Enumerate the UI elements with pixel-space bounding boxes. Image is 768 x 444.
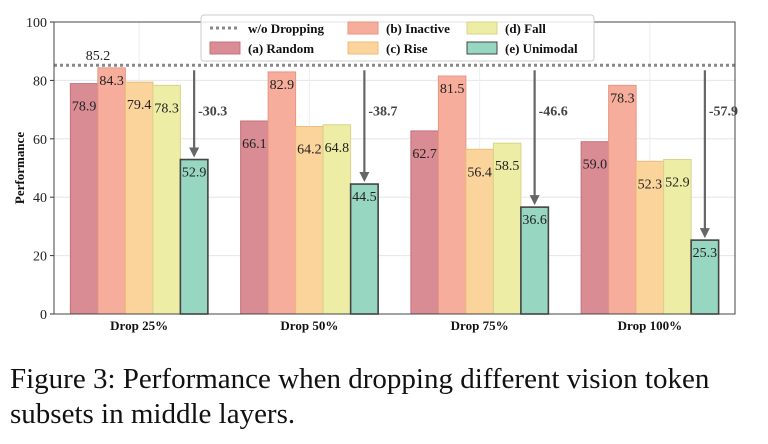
bar-value-label: 52.3 — [638, 177, 663, 192]
x-tick-label: Drop 25% — [110, 318, 168, 333]
bar-value-label: 25.3 — [693, 246, 718, 261]
bar — [635, 160, 665, 315]
legend-label: (e) Unimodal — [505, 41, 578, 56]
bar — [240, 120, 269, 315]
bar-value-label: 82.9 — [270, 78, 295, 93]
bar — [322, 124, 352, 315]
bar-value-label: 56.4 — [467, 165, 492, 180]
bar — [492, 142, 522, 315]
bar-value-label: 78.3 — [154, 101, 179, 116]
x-tick-label: Drop 75% — [451, 318, 509, 333]
legend-swatch — [466, 41, 498, 55]
bar-value-label: 81.5 — [440, 82, 465, 97]
y-tick-label: 20 — [33, 250, 47, 265]
bar — [520, 206, 550, 315]
legend-label: (c) Rise — [386, 41, 428, 56]
x-tick-label: Drop 50% — [280, 318, 338, 333]
legend-label: (a) Random — [248, 41, 314, 56]
bar — [349, 183, 379, 315]
drop-arrow-head — [529, 195, 540, 206]
legend-label: (b) Inactive — [386, 21, 450, 36]
legend-swatch — [347, 21, 379, 35]
bar — [152, 84, 181, 315]
y-tick-label: 60 — [33, 133, 47, 148]
bar — [465, 148, 494, 315]
drop-arrow-head — [359, 172, 370, 183]
bar-value-label: 79.4 — [127, 98, 152, 113]
bar-value-label: 78.3 — [610, 91, 635, 106]
baseline-value-label: 85.2 — [86, 49, 111, 64]
drop-annotation: -57.9 — [709, 104, 738, 119]
bar — [663, 159, 692, 315]
drop-arrow-head — [189, 147, 200, 158]
bar-value-label: 52.9 — [182, 166, 207, 181]
bar — [124, 81, 154, 315]
bar — [69, 83, 99, 315]
bar-value-label: 44.5 — [352, 190, 377, 205]
drop-annotation: -30.3 — [198, 104, 227, 119]
legend-swatch — [466, 21, 498, 35]
y-axis-label: Performance — [12, 132, 27, 204]
bar-value-label: 52.9 — [665, 176, 690, 191]
bar — [437, 75, 467, 315]
overlays: 78.984.379.4 78.352.9-30.366.182.964.2 64.… — [54, 49, 738, 261]
bar-value-label: 62.7 — [412, 147, 437, 162]
y-tick-label: 80 — [33, 74, 47, 89]
drop-annotation: -46.6 — [539, 104, 568, 119]
drop-arrow-head — [699, 228, 710, 239]
bar — [179, 158, 209, 315]
bar — [690, 239, 720, 315]
x-tick-label: Drop 100% — [618, 318, 682, 333]
y-tick-label: 0 — [40, 308, 47, 323]
legend-label: w/o Dropping — [248, 21, 324, 36]
bar — [608, 84, 637, 315]
bar — [97, 67, 126, 315]
legend-swatch — [209, 41, 241, 55]
bar — [580, 141, 610, 315]
bar-value-label: 59.0 — [583, 158, 608, 173]
bar-value-label: 78.9 — [72, 100, 97, 115]
bar-value-label: 84.3 — [99, 74, 124, 89]
bar-chart: 78.984.379.4 78.352.9-30.366.182.964.2 64.… — [12, 14, 738, 333]
bar-value-label: 64.8 — [325, 141, 350, 156]
bar-value-label: 66.1 — [242, 137, 267, 152]
y-tick-label: 40 — [33, 191, 47, 206]
drop-annotation: -38.7 — [368, 104, 397, 119]
legend-swatch — [347, 41, 379, 55]
bar-value-label: 58.5 — [495, 159, 520, 174]
bar-value-label: 36.6 — [522, 213, 547, 228]
legend-label: (d) Fall — [505, 21, 546, 36]
bar-value-label: 64.2 — [297, 143, 322, 158]
y-tick-label: 100 — [26, 16, 47, 31]
bar — [267, 71, 297, 315]
figure-caption: Figure 3: Performance when dropping diff… — [10, 363, 710, 430]
legend: w/o Dropping (a) Random (b) Inactive (c) Ri… — [200, 14, 595, 62]
